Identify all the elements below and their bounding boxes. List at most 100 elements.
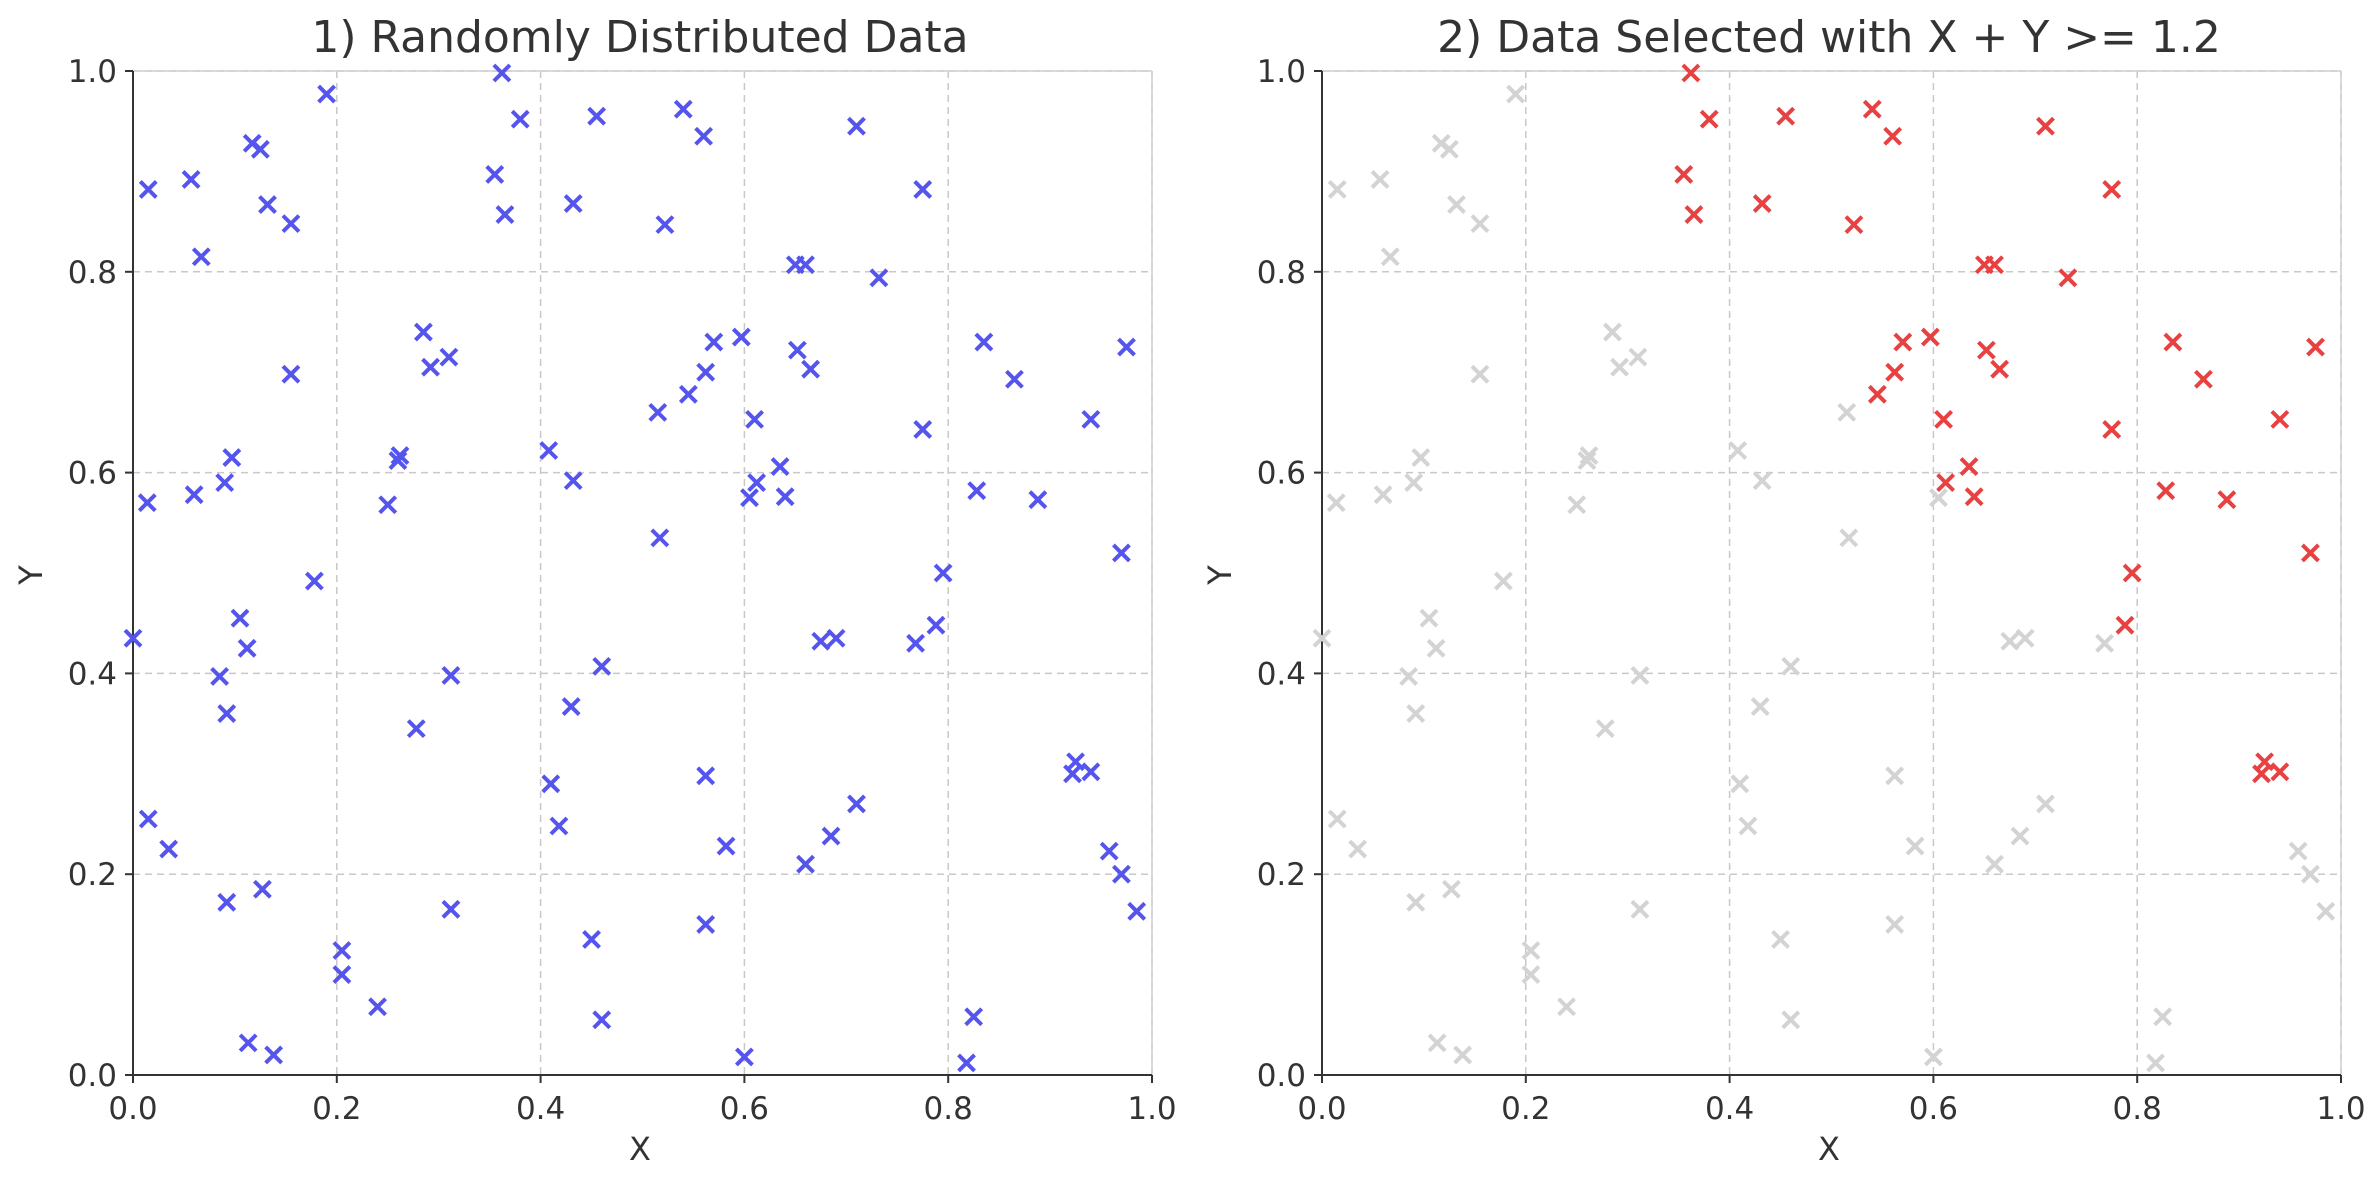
data-point-x-marker — [138, 809, 158, 829]
data-point-x-marker — [704, 332, 724, 352]
data-point-x-marker — [967, 481, 987, 501]
data-point-x-marker — [123, 628, 143, 648]
data-point-x-marker — [1885, 914, 1905, 934]
data-point-x-marker — [957, 1053, 976, 1073]
data-point-x-marker — [1936, 473, 1956, 493]
data-point-x-marker — [1399, 666, 1419, 686]
y-tick-label: 0.4 — [1257, 656, 1306, 692]
data-point-x-marker — [1985, 255, 2004, 275]
data-point-x-marker — [332, 941, 352, 960]
data-point-x-marker — [1781, 656, 1801, 676]
data-point-x-marker — [2102, 420, 2122, 439]
y-tick-label: 0.8 — [68, 255, 117, 291]
y-tick-label: 1.0 — [1257, 54, 1306, 90]
data-point-x-marker — [974, 332, 994, 352]
data-point-x-marker — [1837, 402, 1857, 422]
data-point-x-marker — [1920, 327, 1940, 347]
data-point-x-marker — [1370, 170, 1390, 189]
data-point-x-marker — [1373, 485, 1393, 505]
y-tick-label: 0.4 — [68, 656, 117, 692]
data-point-x-marker — [215, 473, 235, 493]
x-tick-label: 0.8 — [2113, 1091, 2162, 1127]
data-point-x-marker — [847, 794, 866, 814]
data-point-x-marker — [258, 195, 277, 214]
data-point-x-marker — [2306, 337, 2325, 357]
data-point-x-marker — [821, 826, 841, 846]
data-point-x-marker — [1771, 930, 1790, 949]
x-tick-label: 1.0 — [1127, 1091, 1176, 1127]
data-point-x-marker — [1674, 164, 1694, 184]
data-point-x-marker — [694, 126, 714, 146]
data-point-x-marker — [1728, 441, 1748, 460]
data-point-x-marker — [264, 1045, 284, 1065]
y-tick-label: 0.2 — [68, 857, 117, 893]
data-point-x-marker — [1506, 84, 1526, 104]
data-point-x-marker — [1406, 892, 1426, 912]
data-point-x-marker — [1327, 809, 1347, 829]
data-point-x-marker — [2156, 481, 2176, 501]
data-point-x-marker — [587, 106, 607, 126]
data-point-x-marker — [1348, 839, 1368, 859]
data-point-x-marker — [1781, 1010, 1801, 1030]
grid-lines — [132, 70, 1153, 1076]
data-point-x-marker — [1117, 337, 1136, 357]
data-point-x-marker — [1630, 665, 1650, 685]
data-point-x-marker — [138, 180, 158, 199]
y-axis-label: Y — [1201, 565, 1239, 586]
data-point-x-marker — [582, 930, 601, 949]
data-point-x-marker — [1844, 215, 1864, 235]
data-point-x-marker — [414, 322, 433, 342]
data-point-x-marker — [541, 774, 561, 794]
data-point-x-marker — [210, 666, 230, 686]
data-point-x-marker — [1750, 697, 1770, 716]
data-point-x-marker — [510, 109, 530, 129]
data-point-x-marker — [1893, 332, 1913, 352]
y-axis-label: Y — [12, 565, 50, 586]
axis-ticks: 0.0 0.2 0.4 0.6 0.8 1.0 0.0 0.2 0.4 0.6 0.8 1.0 — [68, 54, 1177, 1127]
data-point-x-marker — [2010, 826, 2030, 846]
data-point-x-marker — [159, 839, 179, 859]
data-point-x-marker — [1579, 446, 1599, 465]
data-point-x-marker — [2000, 631, 2020, 651]
data-point-x-marker — [439, 347, 459, 367]
data-point-x-marker — [1934, 409, 1954, 429]
data-point-x-marker — [787, 340, 807, 360]
data-point-x-marker — [1990, 359, 2010, 379]
data-point-x-marker — [655, 215, 675, 235]
x-tick-label: 0.6 — [1909, 1091, 1958, 1127]
data-point-x-marker — [869, 268, 889, 288]
data-point-x-marker — [673, 99, 693, 119]
data-point-x-marker — [696, 362, 716, 382]
data-point-x-marker — [1439, 139, 1459, 159]
data-point-x-marker — [2194, 369, 2213, 389]
data-point-x-marker — [378, 495, 398, 515]
data-point-x-marker — [2301, 864, 2320, 884]
data-point-x-marker — [796, 854, 815, 874]
data-point-x-marker — [2036, 116, 2055, 136]
x-axis-label: X — [629, 1130, 651, 1168]
data-point-x-marker — [317, 84, 337, 104]
x-tick-label: 0.0 — [108, 1091, 157, 1127]
y-tick-label: 1.0 — [68, 54, 117, 90]
data-point-x-marker — [906, 633, 926, 653]
data-point-x-marker — [181, 170, 201, 189]
y-tick-label: 0.0 — [68, 1058, 117, 1094]
grid-lines — [1321, 70, 2342, 1076]
data-point-x-marker — [1839, 528, 1859, 548]
data-point-x-marker — [2095, 633, 2115, 653]
data-point-x-marker — [2058, 268, 2078, 288]
data-point-x-marker — [592, 656, 612, 676]
data-point-x-marker — [485, 164, 505, 184]
y-tick-label: 0.0 — [1257, 1058, 1306, 1094]
x-tick-label: 0.0 — [1297, 1091, 1346, 1127]
data-point-x-marker — [1964, 487, 1984, 507]
data-point-x-marker — [137, 493, 157, 513]
data-point-x-marker — [1976, 340, 1996, 360]
data-point-x-marker — [281, 214, 301, 234]
chart-title: 1) Randomly Distributed Data — [311, 12, 968, 63]
data-point-x-marker — [2102, 180, 2122, 199]
x-tick-label: 0.4 — [516, 1091, 565, 1127]
data-point-x-marker — [390, 446, 410, 465]
x-tick-label: 0.6 — [720, 1091, 769, 1127]
